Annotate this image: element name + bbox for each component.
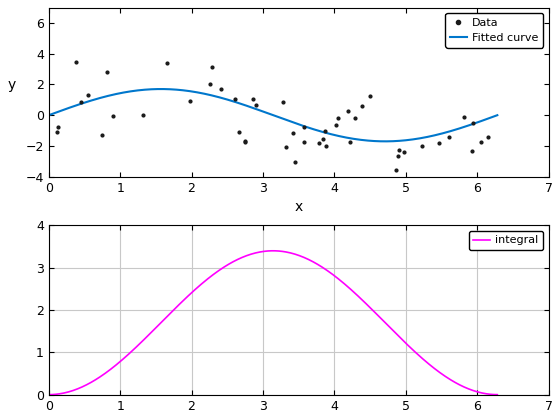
Data [393, 167, 399, 172]
Fitted curve [262, 110, 269, 115]
Legend: Data, Fitted curve: Data, Fitted curve [445, 13, 543, 47]
Fitted curve [415, 136, 422, 141]
Data [394, 154, 401, 159]
Data [320, 137, 326, 142]
Data [346, 140, 353, 145]
Line: integral: integral [49, 251, 497, 395]
Data [460, 115, 467, 120]
Data [469, 149, 475, 154]
Data [103, 69, 110, 74]
Data [72, 59, 79, 64]
Data [140, 112, 147, 117]
Data [99, 133, 105, 138]
Data [323, 144, 329, 149]
Data [217, 86, 224, 91]
Data [445, 134, 452, 139]
Data [54, 124, 61, 129]
Fitted curve [494, 113, 501, 118]
Legend: integral: integral [469, 231, 543, 250]
Fitted curve [158, 87, 165, 92]
Data [85, 92, 91, 97]
Line: Fitted curve: Fitted curve [49, 89, 497, 142]
Data [292, 160, 298, 165]
Fitted curve [381, 139, 388, 144]
integral [259, 249, 265, 254]
Data [242, 140, 249, 145]
Data [300, 139, 307, 144]
Data [436, 140, 442, 145]
integral [313, 261, 320, 266]
Data [279, 100, 286, 105]
Data [419, 144, 426, 149]
Data [478, 139, 484, 144]
Data [235, 129, 242, 134]
Data [395, 147, 402, 152]
Fitted curve [259, 109, 266, 114]
integral [45, 392, 52, 397]
Data [358, 103, 365, 108]
Data [231, 96, 238, 101]
Data [351, 116, 358, 121]
Data [241, 138, 248, 143]
integral [261, 249, 268, 254]
Data [253, 102, 259, 108]
Y-axis label: y: y [7, 78, 16, 92]
Data [300, 124, 307, 129]
integral [414, 352, 421, 357]
Fitted curve [313, 128, 320, 133]
Data [469, 121, 476, 126]
Data [333, 122, 339, 127]
integral [494, 392, 501, 397]
Data [77, 100, 84, 105]
Data [404, 177, 410, 182]
Data [283, 144, 290, 150]
Data [164, 60, 171, 66]
Data [208, 65, 215, 70]
Data [484, 135, 491, 140]
Data [400, 150, 407, 155]
Data [110, 113, 116, 118]
Line: Data: Data [54, 59, 491, 183]
Data [250, 96, 256, 101]
Data [290, 130, 297, 135]
Data [344, 108, 351, 113]
X-axis label: x: x [295, 200, 303, 214]
Fitted curve [485, 116, 492, 121]
Data [207, 82, 213, 87]
Fitted curve [289, 120, 296, 125]
integral [289, 251, 296, 256]
Data [366, 93, 373, 98]
integral [269, 248, 276, 253]
Fitted curve [45, 113, 52, 118]
Data [54, 130, 60, 135]
Data [322, 129, 329, 134]
integral [484, 391, 491, 396]
Data [335, 116, 342, 121]
Data [187, 98, 194, 103]
Data [316, 140, 323, 145]
